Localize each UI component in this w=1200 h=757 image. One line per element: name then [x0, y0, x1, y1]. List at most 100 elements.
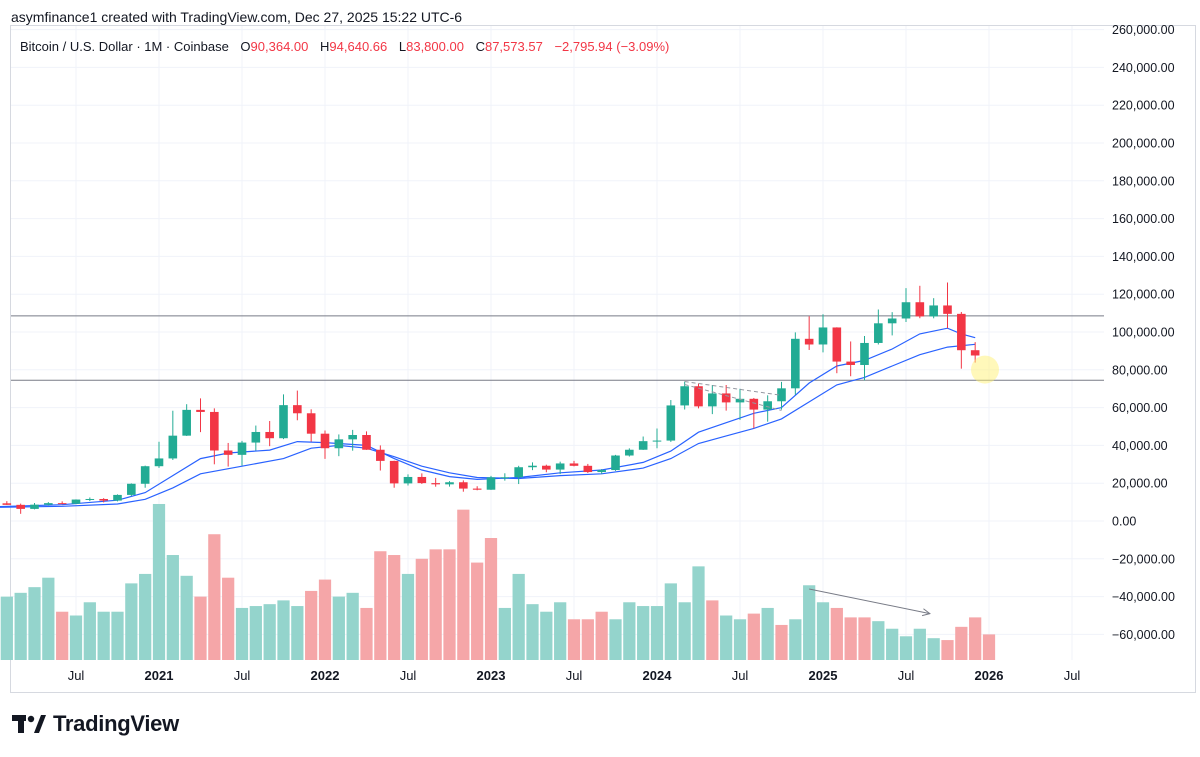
histogram-bar: [28, 587, 41, 660]
y-axis-tick-label: −20,000.00: [1112, 552, 1175, 566]
histogram-bar: [388, 555, 401, 660]
histogram-bar: [263, 604, 276, 660]
candle-body: [279, 405, 288, 439]
histogram-bar: [194, 596, 207, 660]
candle-body: [320, 433, 330, 449]
histogram-bar: [235, 607, 249, 660]
y-axis-tick-label: 160,000.00: [1112, 212, 1175, 226]
histogram-bar: [208, 534, 221, 660]
histogram-bar: [581, 619, 594, 660]
candle-body: [763, 401, 772, 410]
histogram-bar: [540, 611, 553, 660]
candle-body: [16, 504, 25, 509]
y-axis-tick-label: 40,000.00: [1112, 439, 1168, 453]
candle-body: [237, 442, 247, 455]
y-axis-tick-label: 140,000.00: [1112, 250, 1175, 264]
histogram-bar: [56, 611, 69, 660]
candle-body: [417, 476, 427, 484]
y-axis-tick-label: 0.00: [1112, 515, 1136, 529]
candle-body: [791, 338, 800, 389]
candle-body: [666, 405, 676, 441]
histogram-bar: [886, 628, 899, 660]
x-axis-tick-label: 2025: [809, 668, 838, 683]
histogram-bar: [941, 640, 954, 660]
candle-body: [943, 305, 952, 314]
moving-average-line: [0, 327, 976, 508]
histogram-bar: [0, 596, 13, 660]
histogram-bar: [374, 551, 387, 660]
candle-body: [804, 338, 814, 345]
histogram-bar: [346, 592, 359, 660]
histogram-bar: [706, 600, 719, 660]
close-value: 87,573.57: [484, 39, 543, 54]
y-axis-tick-label: 20,000.00: [1112, 477, 1168, 491]
candle-body: [680, 386, 689, 406]
histogram-bar: [623, 602, 636, 660]
histogram-bar: [816, 602, 830, 660]
candle-body: [721, 393, 731, 403]
histogram-bar: [332, 596, 345, 660]
candle-body: [486, 477, 496, 490]
ohlc-legend: Bitcoin / U.S. Dollar · 1M · Coinbase O9…: [20, 39, 669, 54]
candle-body: [362, 435, 371, 450]
price-chart[interactable]: 260,000.00 240,000.00 220,000.00 200,000.00…: [0, 0, 1200, 700]
symbol-label[interactable]: Bitcoin / U.S. Dollar · 1M · Coinbase: [20, 39, 229, 54]
candle-body: [210, 411, 219, 451]
candle-body: [915, 302, 925, 317]
candle-body: [846, 361, 855, 365]
y-axis-tick-label: 60,000.00: [1112, 401, 1168, 415]
x-axis-tick-label: 2024: [643, 668, 673, 683]
open-value: 90,364.00: [250, 39, 309, 54]
candle-body: [638, 441, 648, 450]
y-axis-tick-label: 220,000.00: [1112, 99, 1175, 113]
candle-body: [597, 470, 606, 473]
histogram-bar: [429, 549, 442, 660]
candle-body: [970, 350, 980, 356]
x-axis-tick-label: Jul: [732, 668, 749, 683]
tradingview-logo-icon: [12, 715, 46, 733]
y-axis-tick-label: 100,000.00: [1112, 326, 1175, 340]
histogram-bar: [498, 607, 511, 660]
histogram-bar: [512, 573, 525, 660]
candle-body: [832, 327, 842, 362]
candle-body: [555, 463, 565, 470]
histogram-bar: [401, 573, 415, 660]
histogram-bar: [318, 579, 332, 660]
histogram-bar: [180, 575, 193, 660]
histogram-bar: [277, 600, 290, 660]
candle-body: [168, 435, 178, 459]
candle-body: [611, 455, 620, 471]
x-axis-tick-label: 2022: [311, 668, 340, 683]
low-value: 83,800.00: [406, 39, 464, 54]
change-value: −2,795.94 (−3.09%): [554, 39, 670, 54]
histogram-bar: [14, 592, 27, 660]
histogram-bar: [955, 626, 968, 660]
x-axis-tick-label: 2021: [145, 668, 174, 683]
histogram-bar: [678, 602, 691, 660]
chart-pane[interactable]: [10, 25, 1196, 693]
histogram-bar: [111, 611, 124, 660]
candle-body: [182, 409, 191, 436]
histogram-bar: [222, 577, 235, 660]
y-axis-tick-label: −40,000.00: [1112, 590, 1175, 604]
candle-body: [445, 482, 454, 485]
histogram-bar: [249, 606, 262, 660]
y-axis-tick-label: 120,000.00: [1112, 288, 1175, 302]
wedge-lower-line: [684, 384, 782, 411]
histogram-bar: [554, 602, 567, 660]
candle-body: [127, 483, 136, 495]
candle-body: [652, 440, 662, 442]
candle-body: [154, 458, 164, 467]
histogram-bar: [69, 615, 83, 660]
tradingview-logo[interactable]: TradingView: [12, 709, 179, 739]
candle-body: [99, 498, 108, 501]
candle-body: [30, 504, 39, 509]
histogram-bar: [899, 636, 913, 660]
candle-body: [2, 503, 12, 505]
low-label: L: [398, 39, 407, 54]
histogram-bar: [858, 617, 871, 660]
candle-body: [306, 413, 316, 434]
candle-body: [542, 465, 551, 470]
x-axis-tick-label: Jul: [566, 668, 583, 683]
histogram-bar: [844, 617, 857, 660]
